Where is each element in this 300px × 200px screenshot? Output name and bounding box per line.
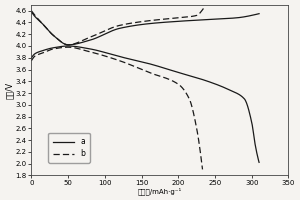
Y-axis label: 电压/V: 电压/V bbox=[5, 82, 14, 99]
X-axis label: 比容量/mAh·g⁻¹: 比容量/mAh·g⁻¹ bbox=[138, 188, 182, 195]
Legend: a, b: a, b bbox=[48, 133, 90, 163]
